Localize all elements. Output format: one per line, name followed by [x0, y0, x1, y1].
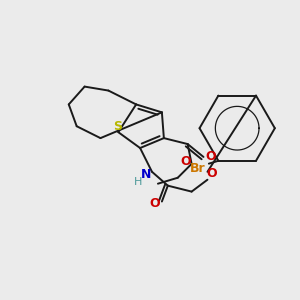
- Text: O: O: [205, 150, 216, 164]
- Text: Br: Br: [190, 162, 205, 175]
- Text: O: O: [206, 167, 217, 180]
- Text: S: S: [113, 120, 122, 133]
- Text: N: N: [141, 168, 151, 181]
- Text: O: O: [150, 197, 160, 210]
- Text: H: H: [134, 177, 142, 187]
- Text: O: O: [180, 155, 191, 168]
